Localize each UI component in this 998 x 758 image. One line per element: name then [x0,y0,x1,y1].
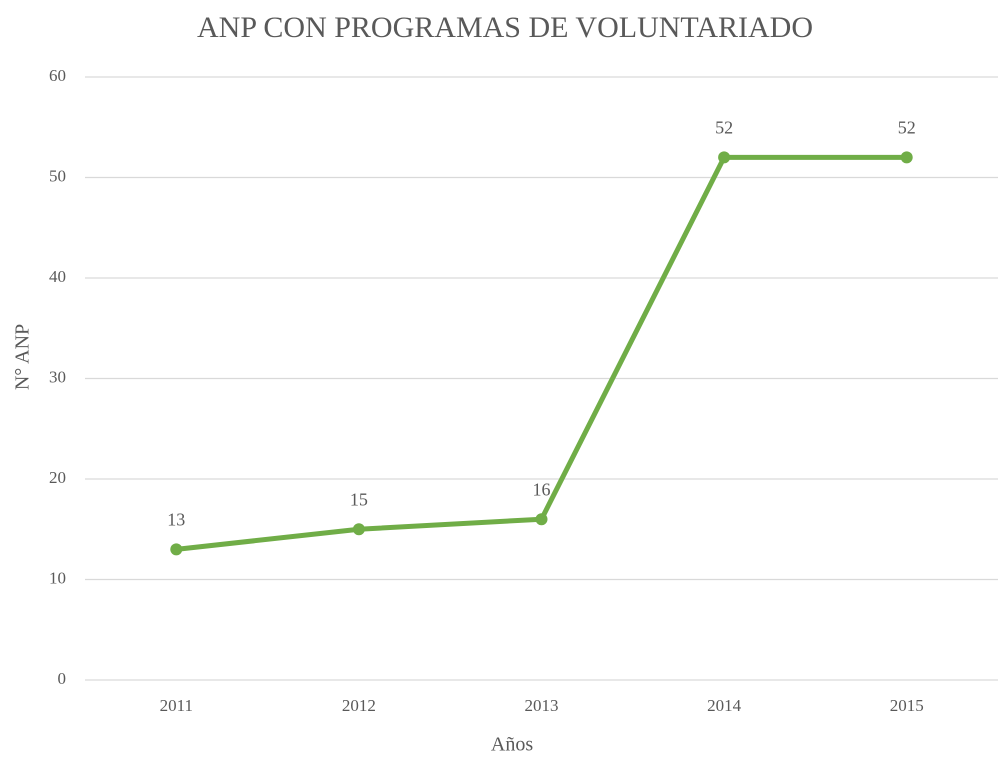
data-label: 52 [715,118,733,138]
y-tick-label: 40 [49,267,66,286]
point [900,151,913,164]
y-tick-label: 0 [58,669,67,688]
x-axis-title: Años [491,734,533,756]
x-tick-label: 2011 [160,696,193,715]
chart-title: ANP CON PROGRAMAS DE VOLUNTARIADO [197,11,813,44]
point [718,151,731,164]
data-label: 52 [898,118,916,138]
x-tick-label: 2014 [707,696,742,715]
y-tick-label: 50 [49,166,66,185]
data-label: 13 [167,509,185,529]
y-tick-label: 20 [49,468,66,487]
data-label: 16 [533,479,551,499]
x-tick-label: 2013 [525,696,559,715]
y-tick-label: 10 [49,568,66,587]
y-axis-title: N° ANP [12,324,34,390]
x-tick-label: 2015 [890,696,924,715]
point [352,523,365,536]
x-tick-label: 2012 [342,696,376,715]
point [170,543,183,556]
y-tick-label: 60 [49,66,66,85]
y-tick-label: 30 [49,367,66,386]
point [535,513,548,526]
data-label: 15 [350,489,368,509]
